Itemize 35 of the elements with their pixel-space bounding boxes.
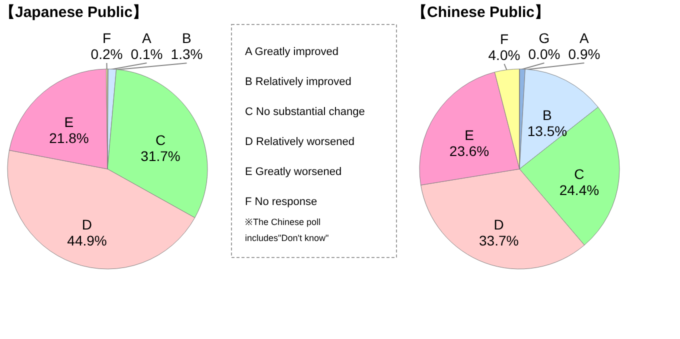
slice-label: C bbox=[574, 166, 584, 182]
slice-label: A bbox=[580, 30, 590, 46]
data-label: 33.7% bbox=[478, 232, 519, 248]
text: B Relatively improved bbox=[245, 76, 352, 88]
slice-label: F bbox=[102, 30, 112, 46]
text: C No substantial change bbox=[245, 106, 365, 118]
data-label: 1.3% bbox=[170, 46, 203, 62]
chart-title: 【Chinese Public】 bbox=[412, 4, 550, 21]
data-label: 0.2% bbox=[90, 46, 123, 62]
text: 0.0% bbox=[528, 46, 560, 62]
data-label: 21.8% bbox=[49, 130, 89, 146]
data-label: 44.9% bbox=[67, 232, 107, 248]
data-label: 0.1% bbox=[130, 46, 163, 62]
data-label: 31.7% bbox=[140, 148, 180, 164]
text: F No response bbox=[245, 196, 318, 208]
slice-label: C bbox=[155, 132, 166, 148]
slice-label: D bbox=[494, 216, 504, 232]
data-label: 24.4% bbox=[559, 182, 600, 198]
data-label: 0.9% bbox=[568, 46, 600, 62]
slice-label: B bbox=[182, 30, 192, 46]
data-label: 23.6% bbox=[449, 143, 490, 160]
slice-label: A bbox=[142, 30, 152, 46]
chart-title: 【Japanese Public】 bbox=[0, 4, 148, 21]
text: ※The Chinese poll includes"Don't know" bbox=[245, 217, 329, 243]
slice-label: F bbox=[500, 30, 509, 47]
slice-label: E bbox=[64, 114, 74, 130]
text: A Greatly improved bbox=[245, 46, 339, 58]
category-label: G bbox=[538, 30, 550, 46]
slice-label: B bbox=[542, 106, 552, 123]
text: D Relatively worsened bbox=[245, 136, 354, 148]
slice-label: E bbox=[464, 127, 474, 144]
data-label: 4.0% bbox=[488, 46, 520, 63]
text: E Greatly worsened bbox=[245, 166, 342, 178]
slice-label: D bbox=[82, 216, 92, 232]
data-label: 13.5% bbox=[527, 122, 568, 139]
